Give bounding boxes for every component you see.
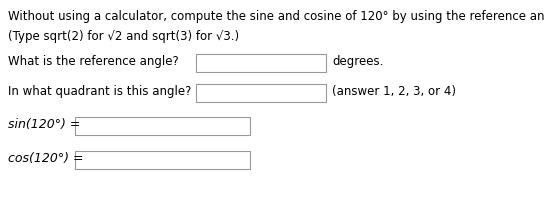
Text: cos(120°) =: cos(120°) = [8,152,83,165]
Text: sin(120°) =: sin(120°) = [8,118,81,131]
Text: Without using a calculator, compute the sine and cosine of 120° by using the ref: Without using a calculator, compute the … [8,10,544,23]
FancyBboxPatch shape [75,117,250,135]
Text: What is the reference angle?: What is the reference angle? [8,55,179,68]
Text: (Type sqrt(2) for √2 and sqrt(3) for √3.): (Type sqrt(2) for √2 and sqrt(3) for √3.… [8,30,239,43]
Text: In what quadrant is this angle?: In what quadrant is this angle? [8,85,191,98]
FancyBboxPatch shape [75,151,250,169]
FancyBboxPatch shape [196,84,326,102]
Text: (answer 1, 2, 3, or 4): (answer 1, 2, 3, or 4) [332,85,456,98]
FancyBboxPatch shape [196,54,326,72]
Text: degrees.: degrees. [332,55,384,68]
